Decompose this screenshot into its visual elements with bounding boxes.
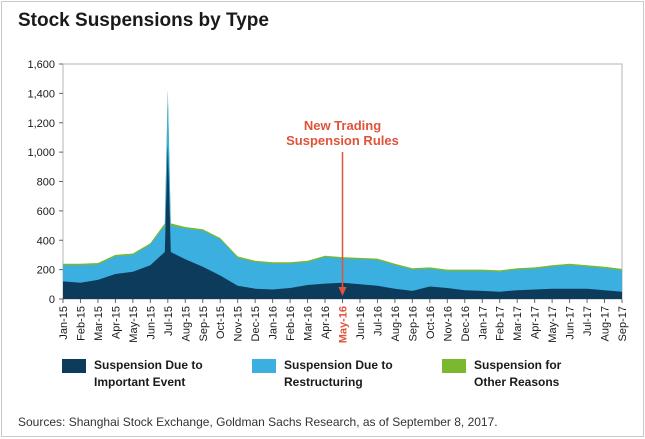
x-tick-label: Feb-17 (495, 306, 507, 341)
x-tick-label: Nov-16 (442, 306, 454, 341)
x-tick-label: Feb-16 (285, 306, 297, 341)
x-tick-label: Jun-15 (145, 306, 157, 340)
legend-swatch (442, 359, 466, 373)
x-tick-label: May-15 (128, 306, 140, 343)
legend-item-restructuring: Suspension Due to Restructuring (252, 357, 393, 391)
x-tick-label: May-17 (547, 306, 559, 343)
chart-title: Stock Suspensions by Type (18, 10, 269, 31)
x-tick-label: Sep-17 (617, 306, 629, 341)
y-tick-label: 0 (49, 294, 55, 306)
x-tick-label: Sep-16 (407, 306, 419, 341)
x-tick-label: Feb-15 (75, 306, 87, 341)
annotation-arrowhead (338, 287, 347, 296)
stacked-area-chart: 0 200 400 600 800 1,000 1,200 1,400 1,600 Jan-15 F… (27, 59, 629, 343)
legend-item-important-event: Suspension Due to Important Event (62, 357, 203, 391)
x-tick-label: Jun-17 (565, 306, 577, 340)
legend: Suspension Due to Important Event Suspen… (62, 357, 633, 397)
x-tick-label: Oct-16 (425, 306, 437, 339)
x-tick-label: Sep-15 (198, 306, 210, 341)
x-tick-label: Apr-15 (110, 306, 122, 339)
series-area-0 (63, 143, 622, 299)
series-area-1 (63, 90, 622, 300)
x-tick-label: Mar-15 (93, 306, 105, 341)
y-tick-label: 400 (37, 235, 55, 247)
x-tick-label: Jul-15 (163, 306, 175, 336)
x-tick-label: Nov-15 (233, 306, 245, 341)
x-tick-label: Jun-16 (355, 306, 367, 340)
annotation-text-line1: New Trading (304, 118, 381, 133)
x-tick-label: Apr-16 (320, 306, 332, 339)
x-tick-label: Jul-16 (372, 306, 384, 336)
y-tick-label: 1,400 (27, 88, 55, 100)
y-tick-label: 800 (37, 177, 55, 189)
x-tick-label: Mar-16 (303, 306, 315, 341)
y-tick-label: 1,200 (27, 118, 55, 130)
annotation-text-line2: Suspension Rules (286, 133, 399, 148)
x-tick-label: Aug-15 (180, 306, 192, 341)
y-tick-label: 1,600 (27, 59, 55, 71)
source-note: Sources: Shanghai Stock Exchange, Goldma… (18, 415, 498, 429)
y-tick-label: 1,000 (27, 147, 55, 159)
x-tick-label: Jan-15 (58, 306, 70, 340)
x-tick-label: Aug-16 (390, 306, 402, 341)
x-tick-label: Jul-17 (582, 306, 594, 336)
x-tick-label: May-16 (338, 306, 350, 343)
x-tick-label: Apr-17 (530, 306, 542, 339)
x-tick-label: Dec-15 (250, 306, 262, 341)
x-tick-label: Dec-16 (460, 306, 472, 341)
x-tick-label: Mar-17 (512, 306, 524, 341)
x-tick-label: Aug-17 (600, 306, 612, 341)
y-tick-label: 600 (37, 206, 55, 218)
legend-swatch (252, 359, 276, 373)
x-tick-label: Jan-16 (268, 306, 280, 340)
legend-label: Suspension Due to Restructuring (284, 358, 393, 389)
legend-label: Suspension Due to Important Event (94, 358, 203, 389)
legend-swatch (62, 359, 86, 373)
y-tick-label: 200 (37, 265, 55, 277)
legend-item-other-reasons: Suspension for Other Reasons (442, 357, 561, 391)
x-tick-label: Oct-15 (215, 306, 227, 339)
legend-label: Suspension for Other Reasons (474, 358, 562, 389)
x-tick-label: Jan-17 (477, 306, 489, 340)
